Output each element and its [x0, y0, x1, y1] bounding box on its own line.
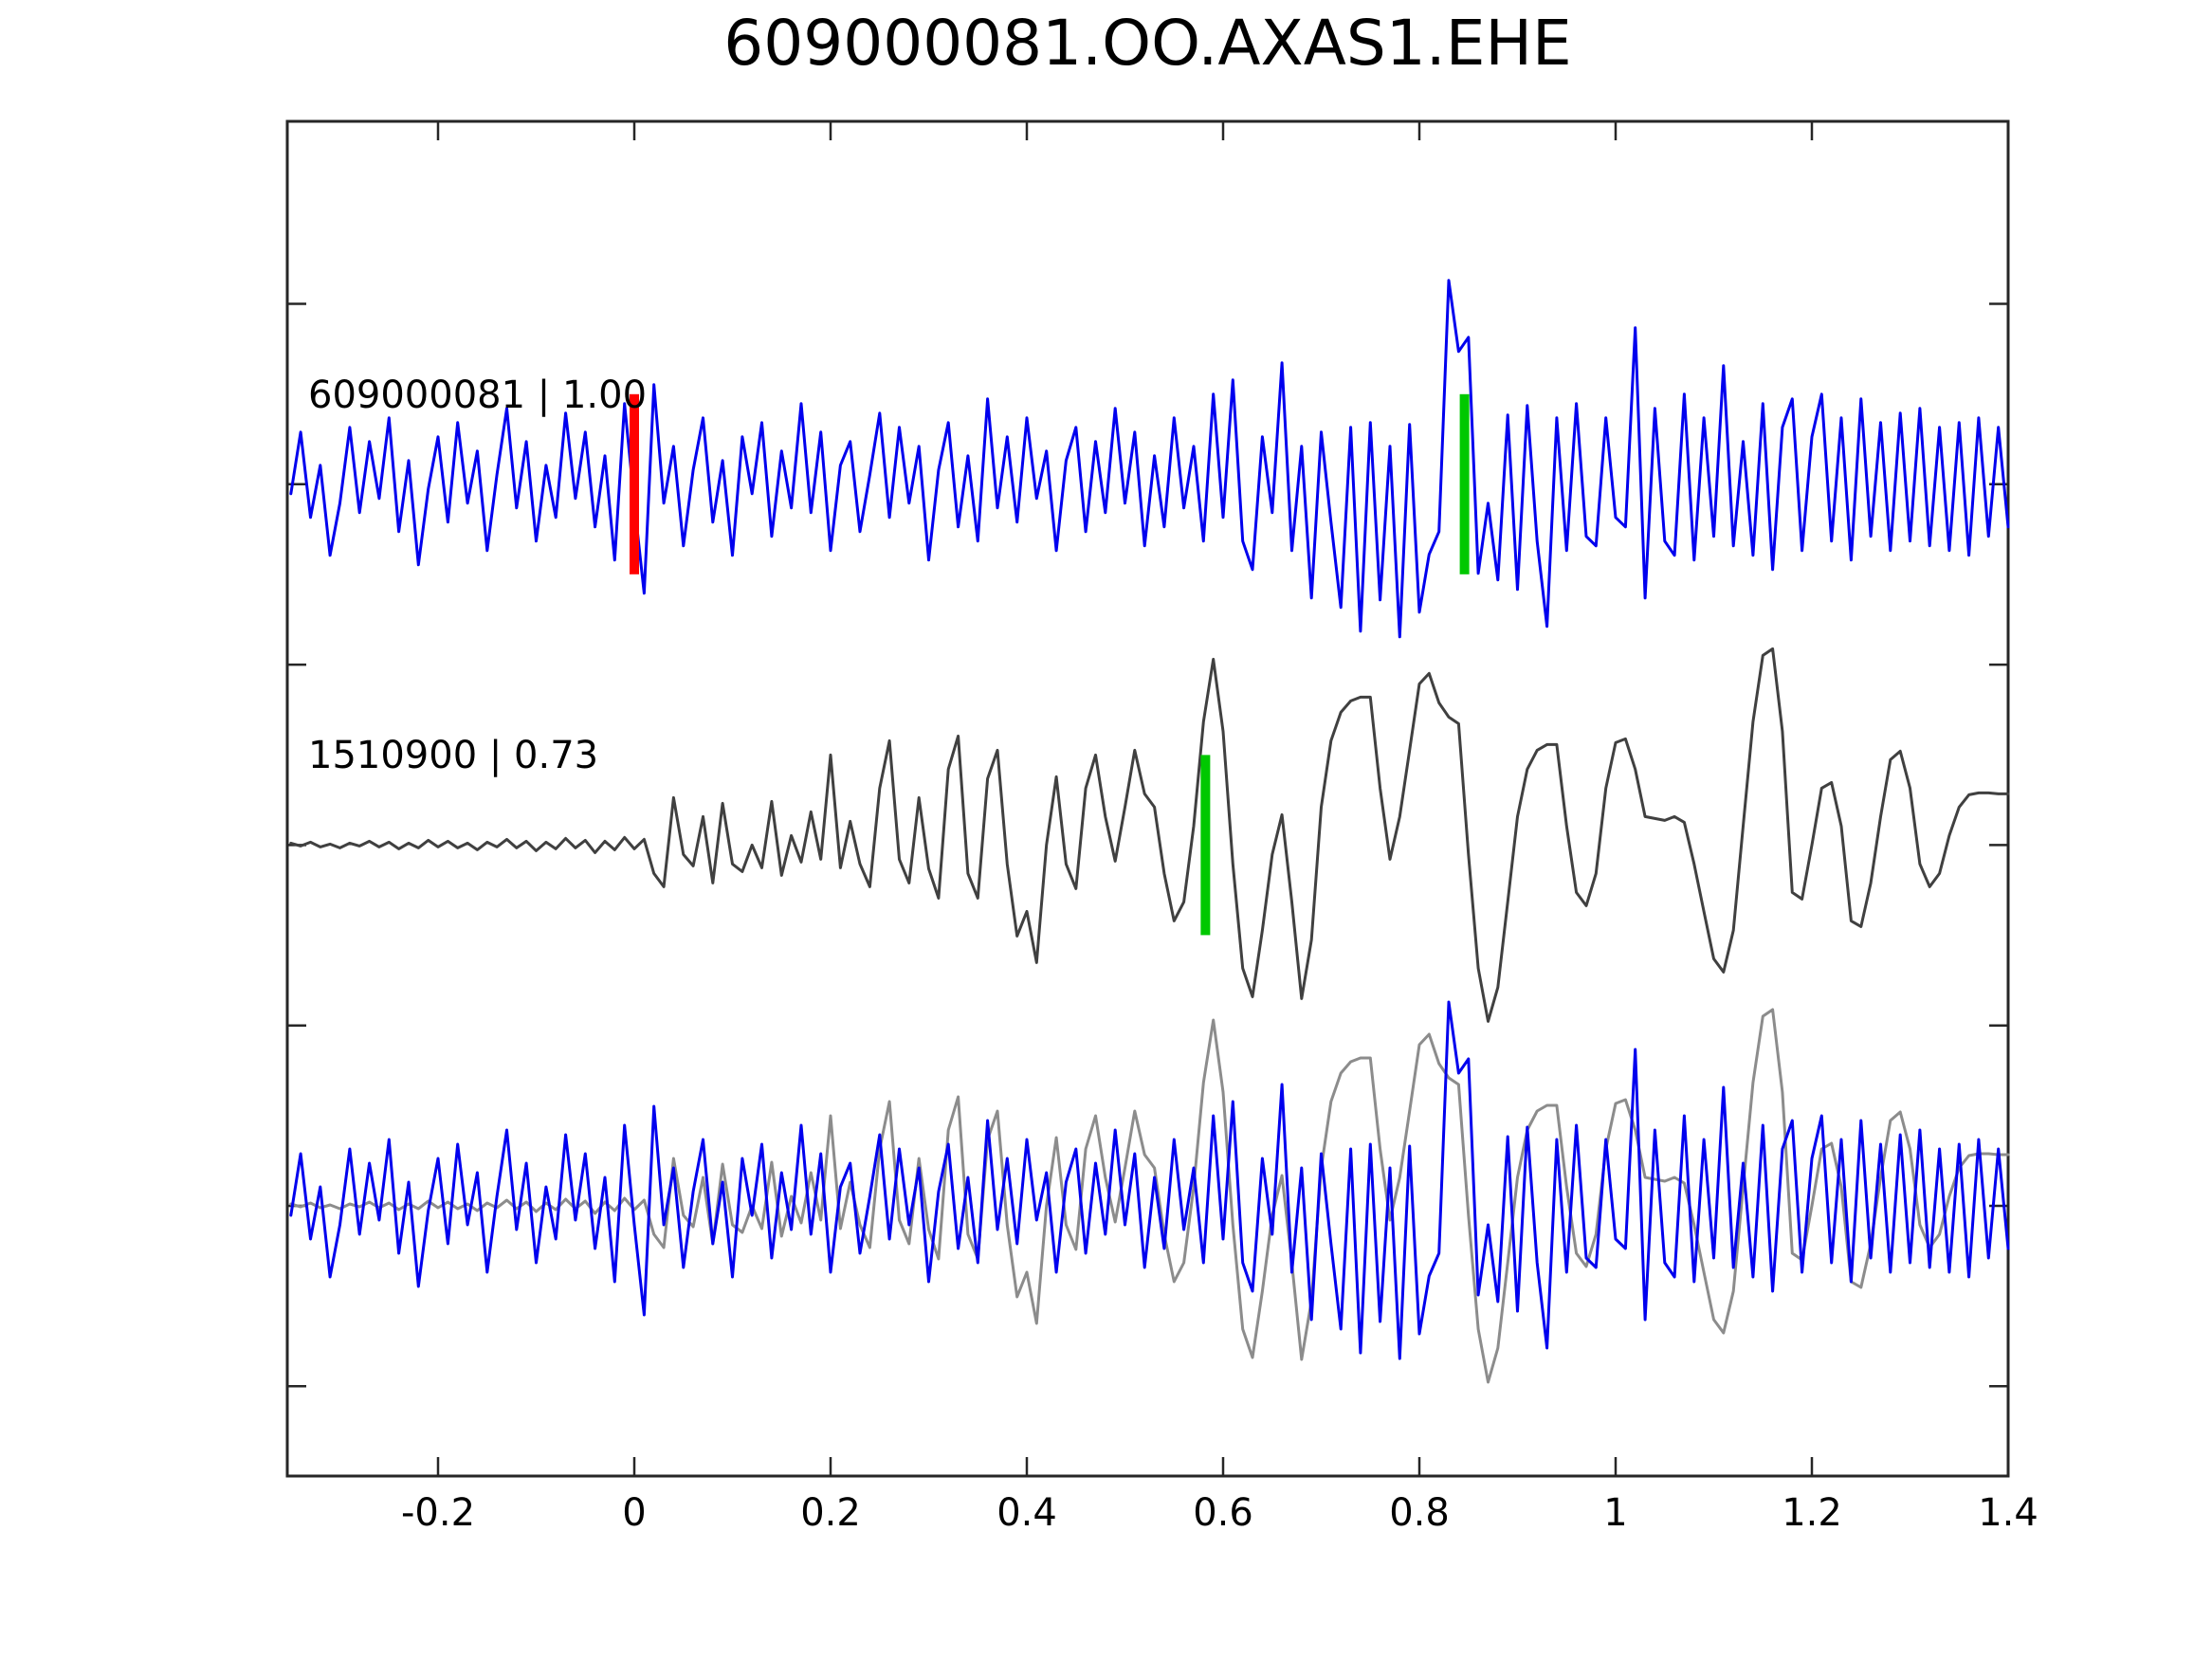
template-waveform: [289, 647, 2010, 1023]
x-tick-label: 0.2: [800, 1491, 861, 1535]
trace-label-template: 1510900 | 0.73: [308, 734, 599, 777]
x-tick-label: 0.6: [1193, 1491, 1253, 1535]
overlay-detection-waveform: [289, 1000, 2010, 1360]
x-tick-label: 0.4: [996, 1491, 1057, 1535]
x-tick-label: 1: [1603, 1491, 1628, 1535]
detection-origin-marker-red: [630, 393, 639, 574]
x-tick-label: -0.2: [400, 1491, 476, 1535]
trace-label-detection: 609000081 | 1.00: [308, 374, 648, 417]
x-tick-label: 0: [622, 1491, 647, 1535]
chart-title: 609000081.OO.AXAS1.EHE: [723, 7, 1572, 80]
x-tick-label: 0.8: [1389, 1491, 1450, 1535]
axes-frame: [285, 119, 2010, 1478]
detection-pick-marker-green: [1459, 393, 1470, 574]
x-tick-label: 1.2: [1782, 1491, 1842, 1535]
detection-waveform: [289, 279, 2010, 639]
template-pick-marker-green: [1200, 755, 1211, 936]
x-tick-label: 1.4: [1978, 1491, 2038, 1535]
